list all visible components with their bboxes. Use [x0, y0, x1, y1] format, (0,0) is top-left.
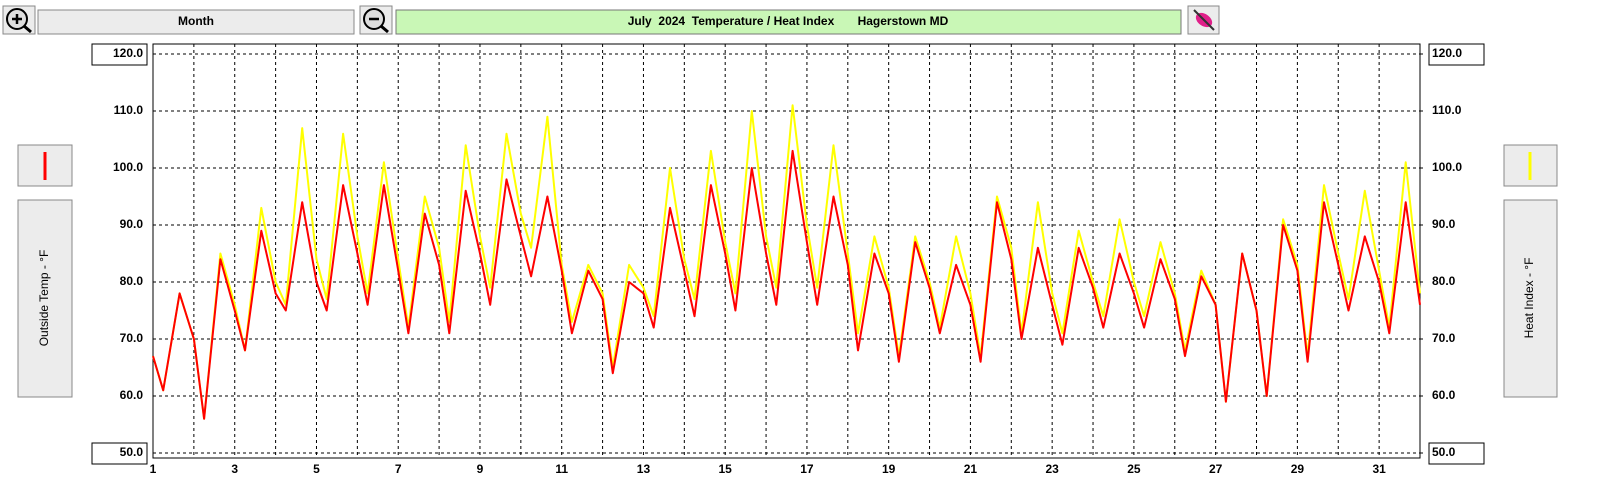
title-box	[395, 9, 1182, 35]
zoom-in-button[interactable]	[2, 5, 36, 35]
y-tick-label: 70.0	[120, 331, 144, 345]
y2-axis-button[interactable]	[1503, 199, 1558, 398]
x-tick-label: 25	[1127, 462, 1141, 476]
y2-tick-label: 110.0	[1432, 103, 1462, 117]
y-axis-label: Outside Temp - °F	[37, 250, 51, 347]
chart-title: July 2024 Temperature / Heat Index Hager…	[628, 14, 949, 28]
y-tick-box	[91, 43, 148, 66]
x-tick-label: 23	[1045, 462, 1059, 476]
y2-tick-label: 80.0	[1432, 274, 1456, 288]
y-tick-label: 60.0	[120, 388, 144, 402]
x-tick-label: 19	[882, 462, 896, 476]
x-tick-label: 9	[477, 462, 484, 476]
y2-tick-label: 50.0	[1432, 445, 1456, 459]
y-tick-label: 50.0	[120, 445, 144, 459]
y2-tick-label: 100.0	[1432, 160, 1462, 174]
x-tick-label: 31	[1372, 462, 1386, 476]
y-tick-label: 110.0	[114, 103, 144, 117]
y2-tick-label: 60.0	[1432, 388, 1456, 402]
y-axis-button[interactable]	[17, 199, 73, 398]
y-tick-label: 120.0	[113, 46, 143, 60]
x-tick-label: 5	[313, 462, 320, 476]
y-tick-label: 90.0	[120, 217, 144, 231]
y2-tick-box	[1428, 43, 1485, 66]
y2-tick-label: 90.0	[1432, 217, 1456, 231]
y-tick-box	[91, 442, 148, 465]
x-tick-label: 7	[395, 462, 402, 476]
y2-tick-box	[1428, 442, 1485, 465]
x-tick-label: 27	[1209, 462, 1223, 476]
y-tick-label: 80.0	[120, 274, 144, 288]
period-button-label: Month	[178, 14, 214, 28]
x-tick-label: 11	[555, 462, 568, 476]
data-line	[152, 149, 1421, 420]
x-tick-label: 15	[719, 462, 733, 476]
plot-area	[152, 43, 1421, 459]
x-tick-label: 29	[1291, 462, 1305, 476]
settings-button[interactable]	[1187, 5, 1220, 35]
x-tick-label: 1	[150, 462, 157, 476]
x-tick-label: 13	[637, 462, 651, 476]
y2-tick-label: 120.0	[1432, 46, 1462, 60]
x-tick-label: 17	[800, 462, 814, 476]
zoom-out-button[interactable]	[359, 5, 393, 35]
x-tick-label: 21	[964, 462, 978, 476]
y-tick-label: 100.0	[113, 160, 143, 174]
y2-axis-label: Heat Index - °F	[1522, 258, 1536, 339]
x-tick-label: 3	[231, 462, 238, 476]
period-button[interactable]	[37, 9, 355, 35]
y2-tick-label: 70.0	[1432, 331, 1456, 345]
data-line	[152, 104, 1421, 420]
